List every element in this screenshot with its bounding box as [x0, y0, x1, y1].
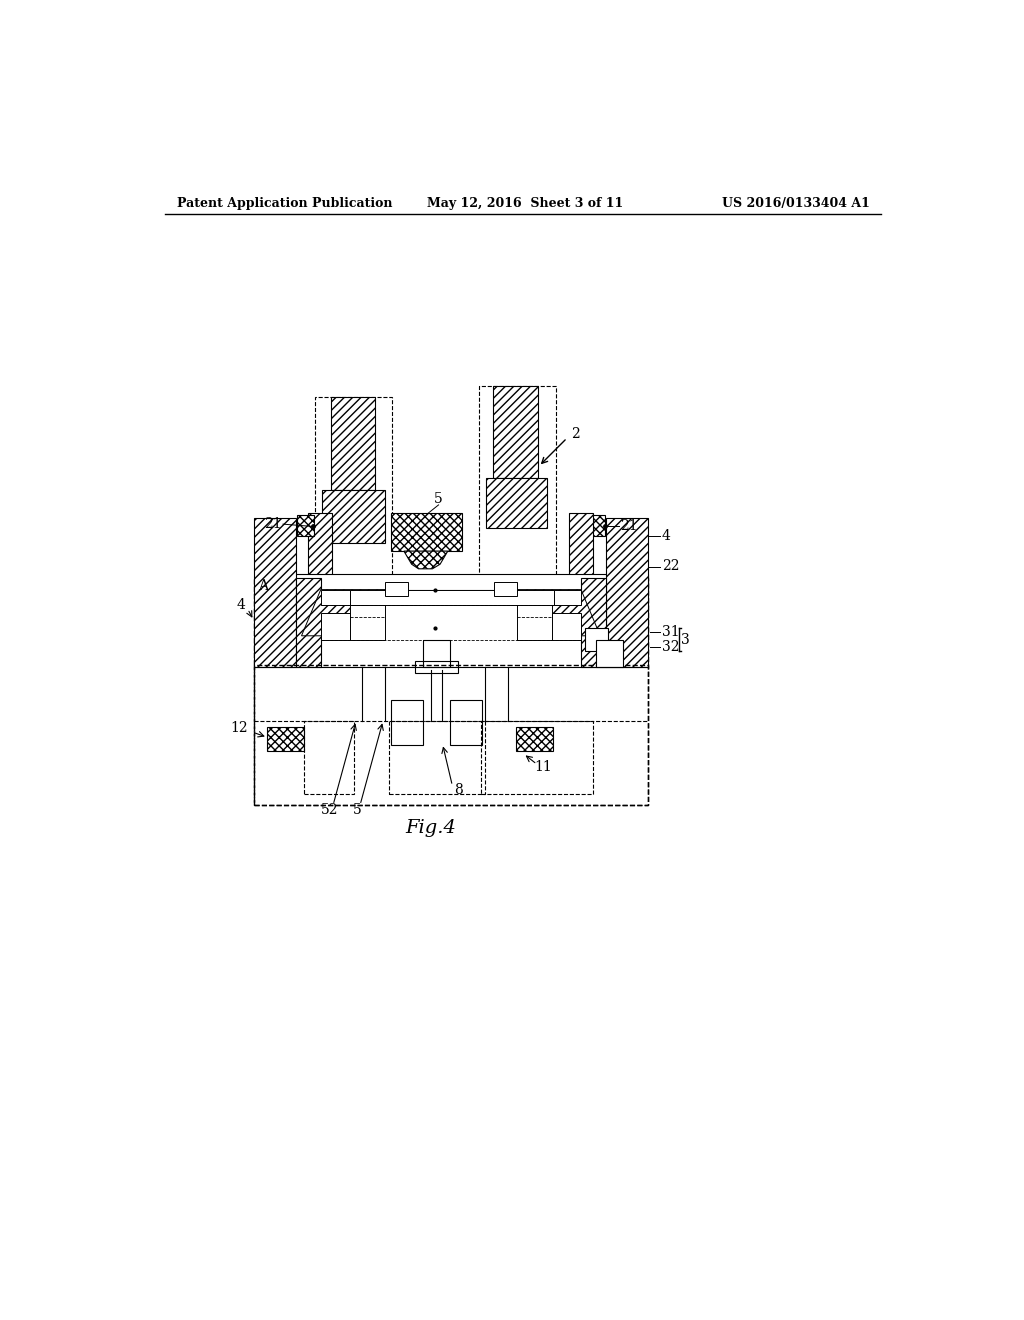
- Bar: [479, 385, 556, 581]
- Bar: [552, 612, 581, 640]
- Text: 5: 5: [434, 492, 443, 506]
- Bar: [254, 578, 648, 805]
- Text: 22: 22: [662, 560, 679, 573]
- Bar: [331, 397, 376, 490]
- Bar: [254, 517, 296, 667]
- Bar: [569, 512, 593, 582]
- Bar: [307, 512, 333, 582]
- Bar: [296, 578, 321, 667]
- Text: 8: 8: [454, 783, 463, 797]
- Bar: [289, 574, 648, 590]
- Bar: [267, 726, 304, 751]
- Text: 3: 3: [681, 632, 690, 647]
- Bar: [585, 628, 608, 651]
- Bar: [321, 590, 350, 605]
- Bar: [515, 726, 553, 751]
- Polygon shape: [403, 552, 447, 569]
- Polygon shape: [513, 590, 600, 636]
- Text: Patent Application Publication: Patent Application Publication: [177, 197, 392, 210]
- Text: 11: 11: [535, 760, 553, 774]
- Bar: [385, 582, 408, 595]
- Bar: [451, 700, 482, 744]
- Bar: [481, 721, 593, 793]
- Bar: [350, 590, 554, 605]
- Text: 52: 52: [321, 803, 338, 817]
- Text: 4: 4: [662, 529, 671, 543]
- Bar: [494, 385, 538, 478]
- Bar: [350, 605, 385, 640]
- Text: 32: 32: [662, 640, 679, 655]
- Bar: [552, 590, 581, 605]
- Text: 12: 12: [230, 721, 248, 735]
- Bar: [423, 640, 451, 667]
- Text: 21: 21: [621, 519, 638, 533]
- Text: May 12, 2016  Sheet 3 of 11: May 12, 2016 Sheet 3 of 11: [427, 197, 623, 210]
- Bar: [588, 515, 605, 536]
- Bar: [297, 515, 313, 536]
- Bar: [391, 700, 423, 744]
- Bar: [304, 721, 354, 793]
- Bar: [581, 578, 605, 667]
- Bar: [315, 397, 392, 581]
- Text: US 2016/0133404 A1: US 2016/0133404 A1: [722, 197, 869, 210]
- Bar: [517, 605, 552, 640]
- Text: 31: 31: [662, 624, 680, 639]
- Text: Fig.4: Fig.4: [406, 820, 457, 837]
- Bar: [388, 721, 484, 793]
- Text: 2: 2: [571, 428, 580, 441]
- Bar: [416, 661, 458, 673]
- Bar: [596, 640, 624, 667]
- Text: A: A: [258, 578, 268, 593]
- Bar: [321, 612, 350, 640]
- Polygon shape: [301, 590, 388, 636]
- Bar: [322, 490, 385, 544]
- Bar: [391, 512, 462, 552]
- Bar: [605, 517, 648, 667]
- Text: 21: 21: [264, 517, 282, 531]
- Bar: [494, 582, 517, 595]
- Text: 4: 4: [237, 598, 245, 612]
- Bar: [485, 478, 547, 528]
- Text: 5: 5: [353, 803, 362, 817]
- Bar: [254, 665, 648, 805]
